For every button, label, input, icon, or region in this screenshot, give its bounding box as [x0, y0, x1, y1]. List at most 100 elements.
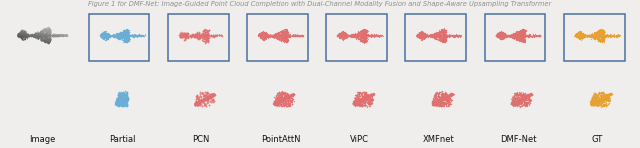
Point — [445, 35, 456, 37]
Point — [436, 40, 447, 42]
Point — [122, 34, 132, 36]
Point — [348, 102, 358, 104]
Point — [340, 34, 350, 36]
Point — [433, 91, 444, 94]
Point — [346, 35, 356, 38]
Point — [515, 33, 525, 35]
Point — [439, 31, 449, 34]
Point — [350, 33, 360, 35]
Point — [124, 29, 134, 31]
Point — [61, 35, 72, 37]
Point — [36, 33, 46, 35]
Point — [115, 33, 125, 35]
Point — [360, 91, 370, 94]
Point — [517, 37, 527, 39]
Point — [54, 35, 65, 37]
Point — [260, 34, 271, 36]
Point — [337, 34, 347, 36]
Point — [364, 96, 374, 98]
Point — [271, 101, 282, 103]
Point — [358, 34, 369, 37]
Point — [523, 94, 533, 97]
Point — [500, 35, 510, 37]
Point — [255, 33, 266, 35]
Point — [431, 33, 441, 36]
Point — [416, 35, 426, 38]
Point — [280, 90, 291, 93]
Point — [434, 99, 444, 102]
Point — [523, 36, 533, 38]
Point — [273, 101, 283, 104]
Point — [586, 34, 596, 36]
Point — [516, 33, 527, 36]
Point — [124, 34, 134, 36]
Point — [494, 32, 504, 35]
Point — [118, 92, 128, 95]
Point — [282, 34, 292, 36]
Point — [351, 102, 362, 105]
Point — [63, 35, 74, 37]
Point — [440, 33, 451, 35]
Point — [39, 33, 49, 35]
Point — [508, 99, 518, 101]
Point — [437, 34, 447, 36]
Point — [284, 94, 294, 96]
Point — [595, 29, 605, 32]
Point — [56, 33, 67, 35]
Point — [338, 32, 348, 34]
Point — [421, 34, 431, 37]
Point — [44, 39, 54, 42]
Point — [360, 95, 371, 97]
Point — [511, 104, 521, 106]
Point — [18, 36, 28, 38]
Point — [356, 34, 366, 37]
Point — [518, 39, 529, 42]
Point — [587, 98, 597, 100]
Point — [591, 34, 601, 37]
Point — [371, 33, 381, 36]
Point — [31, 33, 42, 35]
Point — [509, 101, 520, 104]
Point — [587, 103, 597, 106]
Point — [351, 103, 362, 105]
Point — [191, 95, 202, 98]
Point — [274, 101, 284, 103]
Point — [417, 33, 428, 36]
Point — [572, 36, 582, 38]
Point — [366, 93, 376, 95]
Point — [516, 33, 527, 36]
Point — [340, 32, 350, 34]
Point — [273, 102, 283, 104]
Point — [20, 33, 30, 36]
Point — [349, 103, 359, 106]
Point — [104, 35, 114, 37]
Point — [584, 34, 594, 37]
Point — [509, 35, 519, 37]
Point — [367, 102, 377, 104]
Point — [45, 39, 55, 42]
Point — [285, 104, 295, 106]
Point — [39, 38, 49, 41]
Point — [596, 95, 607, 97]
Point — [198, 98, 209, 100]
Point — [417, 32, 428, 34]
Point — [273, 36, 284, 38]
Point — [128, 35, 138, 38]
Point — [496, 32, 506, 35]
Point — [31, 32, 41, 34]
Point — [20, 35, 31, 37]
Point — [524, 93, 534, 96]
Point — [372, 35, 382, 37]
Point — [177, 33, 187, 35]
Point — [283, 34, 293, 37]
Point — [496, 37, 506, 39]
Point — [284, 96, 294, 98]
Point — [499, 34, 509, 37]
Point — [431, 35, 442, 37]
Point — [492, 35, 502, 37]
Point — [112, 103, 122, 105]
Point — [281, 34, 291, 36]
Point — [278, 32, 288, 35]
Point — [499, 33, 509, 35]
Point — [415, 37, 425, 39]
